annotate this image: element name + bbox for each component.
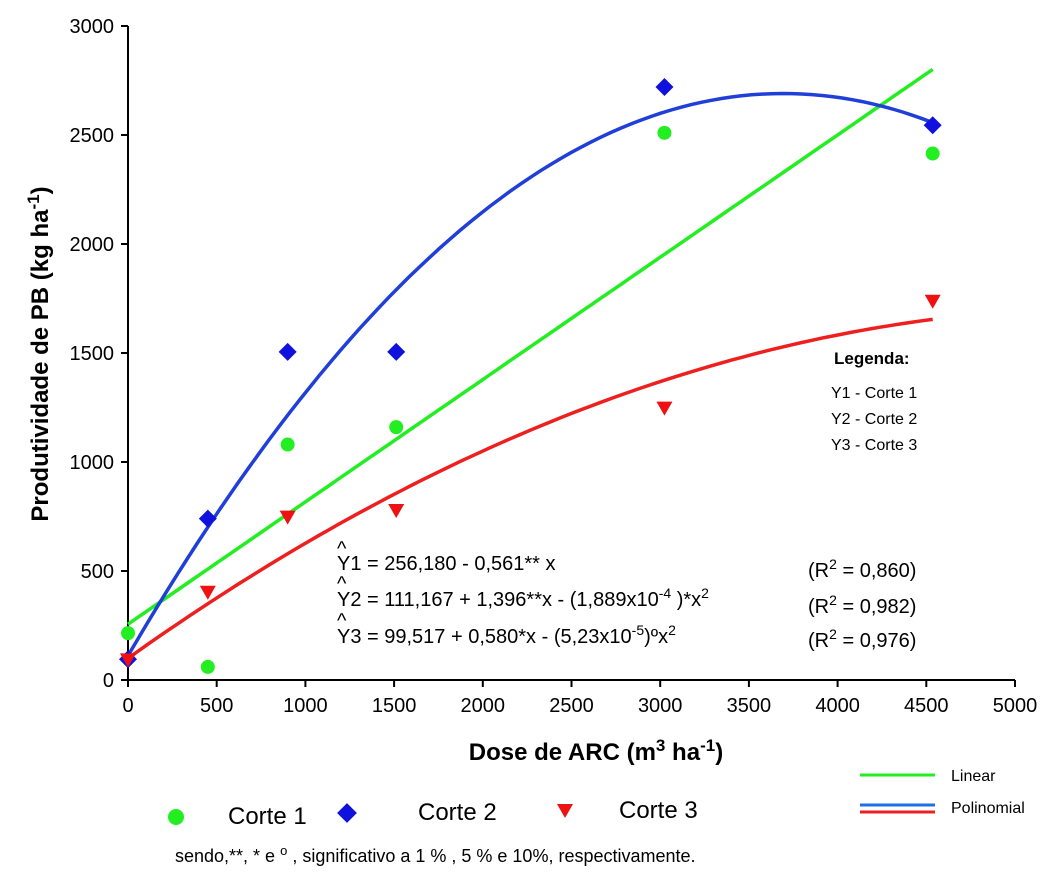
inner-legend: Legenda: Y1 - Corte 1 Y2 - Corte 2 Y3 - … [831,349,917,454]
eq-hat: ^ [337,573,347,595]
data-point-corte-1 [389,420,404,435]
equations: ^ Y1 = 256,180 - 0,561** x ^ Y2 = 111,16… [337,538,916,652]
y-tick-label: 0 [103,670,114,692]
fit-curves [126,67,934,660]
y-tick-label: 500 [81,561,114,583]
y-tick-label: 2000 [70,234,115,256]
x-tick-label: 3500 [727,695,772,717]
r2-y2: (R2 = 0,982) [808,592,916,618]
legend-label-corte-1: Corte 1 [228,803,307,830]
data-point-corte-2 [278,342,297,361]
inner-legend-title: Legenda: [834,349,910,368]
data-point-corte-1 [280,437,295,452]
data-point-corte-3 [120,653,136,668]
x-tick-label: 4000 [815,695,860,717]
inner-legend-item: Y3 - Corte 3 [831,437,917,454]
eq-hat: ^ [337,538,347,560]
y-tick-label: 3000 [70,16,115,38]
data-points [119,78,942,674]
x-tick-label: 500 [200,695,233,717]
data-point-corte-3 [388,504,405,519]
y-axis-title: Produtividade de PB (kg ha-1) [24,186,55,521]
data-point-corte-1 [200,659,215,674]
data-point-corte-3 [656,401,673,416]
ticks: 0 500 1000 1500 2000 2500 3000 3500 4000 4500 5000… [70,16,1038,717]
x-tick-label: 2500 [549,695,594,717]
data-point-corte-3 [924,294,941,309]
legend-marker-corte-3 [557,804,573,818]
x-tick-label: 5000 [993,695,1038,717]
footnote: sendo,**, * e o , significativo a 1 % , … [175,843,696,867]
x-tick-label: 0 [122,695,133,717]
legend-label-linear: Linear [951,768,996,785]
data-point-corte-1 [925,146,940,161]
y-tick-label: 2500 [70,125,115,147]
x-tick-label: 1500 [372,695,417,717]
fit-curve-corte-1 [127,67,934,626]
fit-curve-corte-2 [126,91,934,657]
legend-label-corte-2: Corte 2 [418,799,497,826]
r2-y3: (R2 = 0,976) [808,626,916,652]
eq-hat: ^ [337,610,347,632]
data-point-corte-2 [923,116,942,135]
data-point-corte-1 [657,125,672,140]
inner-legend-item: Y1 - Corte 1 [831,385,917,402]
equation-y1: Y1 = 256,180 - 0,561** x [337,553,556,575]
r2-y1: (R2 = 0,860) [808,556,916,582]
data-point-corte-2 [387,342,406,361]
data-point-corte-2 [198,509,217,528]
x-tick-label: 4500 [904,695,949,717]
y-tick-label: 1000 [70,452,115,474]
x-tick-label: 2000 [461,695,506,717]
series-legend: Corte 1 Corte 2 Corte 3 [168,797,698,830]
x-tick-label: 1000 [283,695,328,717]
line-legend: Linear Polinomial [860,768,1025,817]
x-axis-title: Dose de ARC (m3 ha-1) [469,736,723,767]
x-tick-label: 3000 [638,695,683,717]
data-point-corte-3 [199,585,216,600]
equation-y3: Y3 = 99,517 + 0,580*x - (5,23x10-5)ºx2 [337,622,676,648]
data-point-corte-2 [655,78,674,97]
fit-curve-corte-3 [126,317,933,660]
legend-marker-corte-1 [168,809,184,825]
equation-y2: Y2 = 111,167 + 1,396**x - (1,889x10-4 )*… [337,585,709,611]
inner-legend-item: Y2 - Corte 2 [831,411,917,428]
legend-marker-corte-2 [337,803,357,823]
y-tick-label: 1500 [70,343,115,365]
data-point-corte-3 [279,510,296,525]
data-point-corte-1 [121,626,135,641]
legend-label-polinomial: Polinomial [951,800,1025,817]
legend-label-corte-3: Corte 3 [619,797,698,824]
